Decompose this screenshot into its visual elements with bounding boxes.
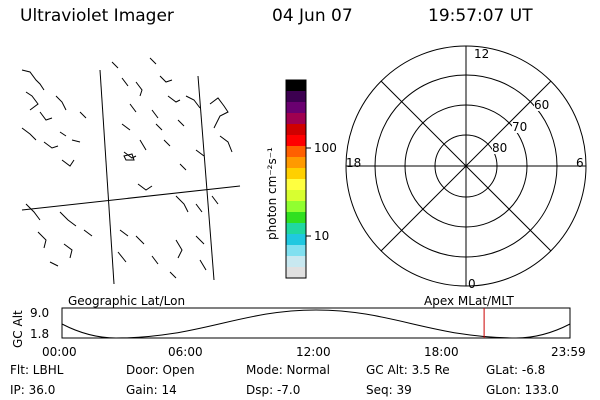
time-tick: 06:00 xyxy=(168,345,203,359)
color-scale-cell xyxy=(286,201,306,213)
color-scale-tick-label: 100 xyxy=(314,141,337,155)
door-status: Door: Open xyxy=(126,363,195,377)
color-scale-cells xyxy=(286,80,306,279)
gain-value: Gain: 14 xyxy=(126,383,177,397)
color-scale-cell xyxy=(286,102,306,114)
mlt-label-noon: 12 xyxy=(474,47,490,61)
seq-value: Seq: 39 xyxy=(366,383,412,397)
color-scale-cell xyxy=(286,234,306,246)
color-scale-cell xyxy=(286,212,306,224)
color-scale-cell xyxy=(286,223,306,235)
altitude-curve xyxy=(61,309,571,339)
lat-lon-gridlines xyxy=(21,69,241,285)
color-scale-ticks xyxy=(306,147,311,237)
time-tick: 23:59 xyxy=(551,345,586,359)
geographic-label: Geographic Lat/Lon xyxy=(68,294,186,308)
glat-value: GLat: -6.8 xyxy=(486,363,546,377)
mlat-label-60: 60 xyxy=(534,98,550,112)
filter-value: Flt: LBHL xyxy=(10,363,64,377)
gc-alt-value: GC Alt: 3.5 Re xyxy=(366,363,450,377)
color-scale-cell xyxy=(286,157,306,169)
color-scale-cell xyxy=(286,179,306,191)
mlat-label-80: 80 xyxy=(492,141,508,155)
time-tick: 18:00 xyxy=(424,345,459,359)
color-scale-cell xyxy=(286,146,306,158)
glon-value: GLon: 133.0 xyxy=(486,383,559,397)
mode-value: Mode: Normal xyxy=(246,363,330,377)
color-scale-cell xyxy=(286,245,306,257)
gc-alt-tick-min: 1.8 xyxy=(30,327,50,341)
ip-value: IP: 36.0 xyxy=(10,383,56,397)
coastline-outlines xyxy=(21,57,233,279)
color-scale-cell xyxy=(286,113,306,125)
color-scale-cell xyxy=(286,80,306,92)
gc-alt-tick-max: 9.0 xyxy=(30,306,50,320)
date-label: 04 Jun 07 xyxy=(272,6,353,26)
mlat-label-70: 70 xyxy=(512,120,528,134)
color-scale-cell xyxy=(286,91,306,103)
color-scale-cell xyxy=(286,190,306,202)
mlt-label-dusk: 18 xyxy=(346,156,362,170)
apex-label: Apex MLat/MLT xyxy=(424,294,514,308)
color-scale-cell xyxy=(286,135,306,147)
color-scale-cell xyxy=(286,124,306,136)
timeline-frame xyxy=(61,307,571,339)
time-label: 19:57:07 UT xyxy=(428,6,533,26)
color-scale-cell xyxy=(286,168,306,180)
color-scale-cell xyxy=(286,267,306,279)
mlt-label-dawn: 6 xyxy=(576,156,584,170)
time-tick: 12:00 xyxy=(296,345,331,359)
color-scale-frame xyxy=(285,79,307,279)
mlt-label-midnight: 0 xyxy=(468,277,476,291)
color-scale-tick-label: 10 xyxy=(314,229,330,243)
color-scale-cell xyxy=(286,256,306,268)
instrument-title: Ultraviolet Imager xyxy=(20,6,174,26)
polar-diagonal xyxy=(380,80,552,252)
time-tick: 00:00 xyxy=(42,345,77,359)
dsp-value: Dsp: -7.0 xyxy=(246,383,301,397)
